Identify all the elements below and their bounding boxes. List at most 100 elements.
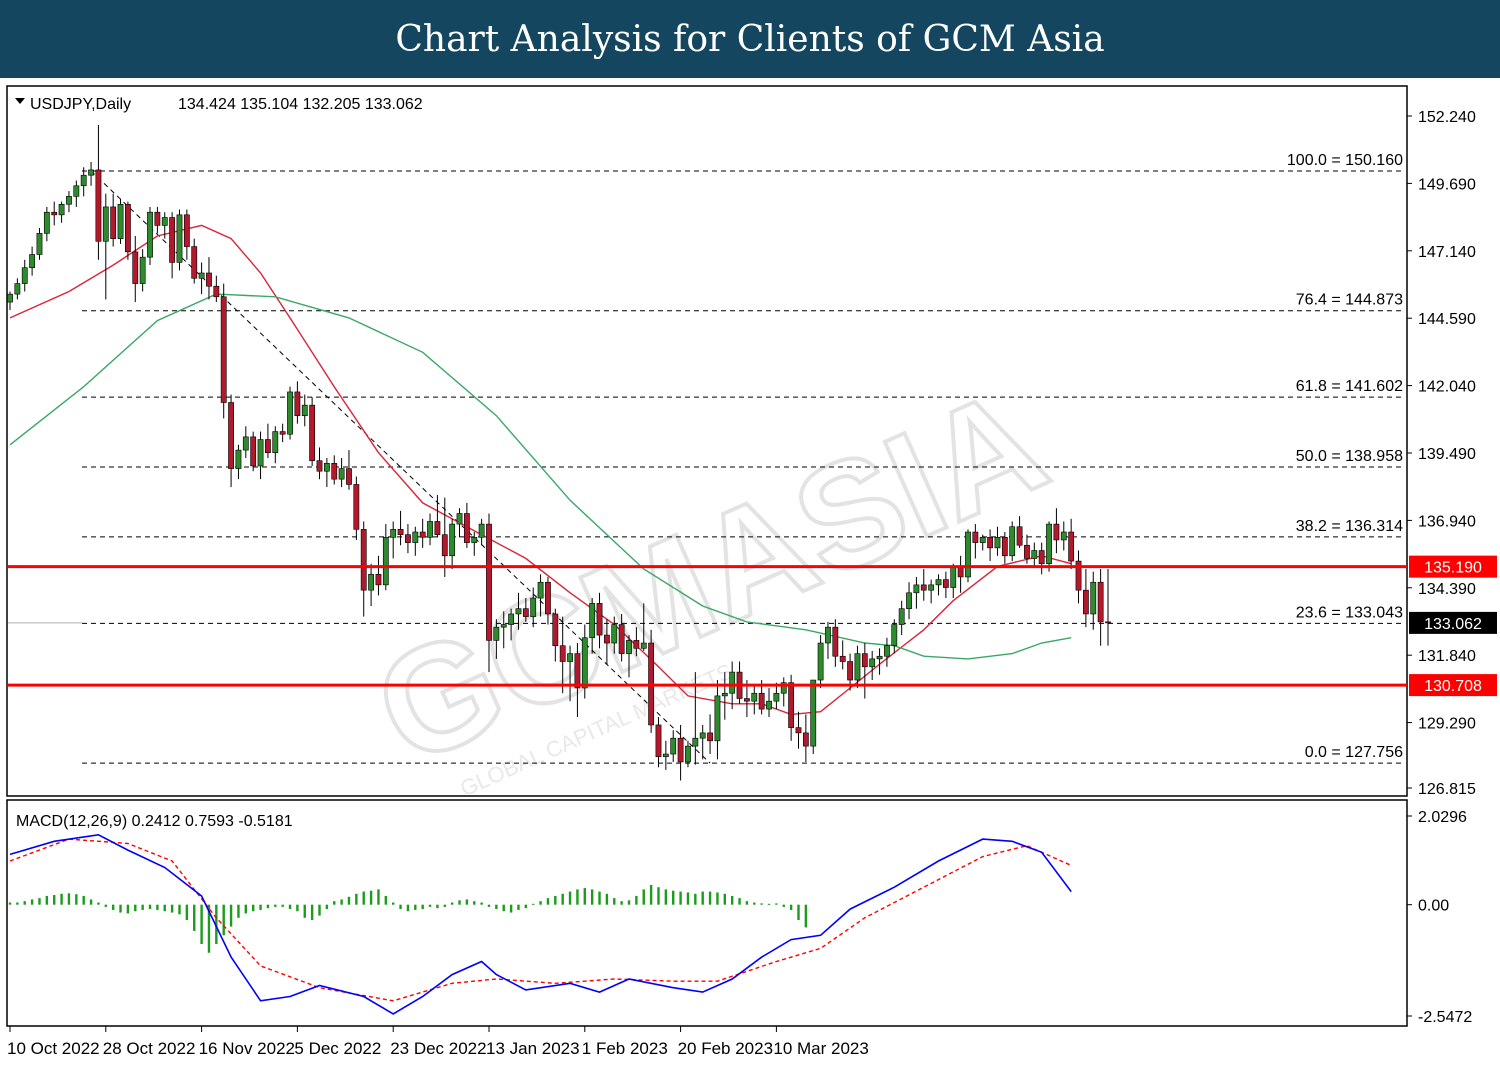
chart-area: GCMASIA GLOBAL CAPITAL MARKETS 100.0 = 1… (6, 85, 1497, 1058)
candle-body (552, 613, 559, 646)
macd-histogram-bar (635, 895, 638, 905)
macd-histogram-bar (119, 904, 122, 913)
candle-body (1016, 526, 1023, 546)
macd-histogram-bar (251, 904, 255, 912)
candle-body (80, 174, 87, 187)
candle-body (987, 537, 993, 549)
y-tick-label: 152.240 (1418, 109, 1476, 126)
candle-body (626, 640, 632, 654)
candle-body (1046, 523, 1052, 565)
gcm-watermark: GCMASIA GLOBAL CAPITAL MARKETS (350, 353, 1069, 801)
level-label: 130.708 (1424, 678, 1482, 695)
x-tick-label: 16 Nov 2022 (199, 1039, 295, 1058)
macd-histogram-bar (148, 904, 152, 910)
macd-histogram-bar (716, 892, 719, 905)
candle-body (368, 574, 374, 591)
page-title: Chart Analysis for Clients of GCM Asia (395, 19, 1105, 60)
candle-body (950, 566, 957, 588)
price-axis: 152.240 149.690 147.140 144.590 142.040 139.4… (1407, 109, 1476, 798)
candlesticks (7, 124, 1111, 781)
macd-histogram-bar (583, 888, 586, 905)
macd-indicator: 2.0296 0.00 -2.5472 (8, 809, 1472, 1026)
candle-body (316, 460, 323, 472)
candle-body (154, 211, 161, 226)
fib-label: 50.0 = 138.958 (1296, 448, 1403, 465)
candle-body (847, 661, 853, 681)
candle-body (655, 724, 662, 757)
macd-histogram-bar (82, 895, 85, 905)
fib-label: 76.4 = 144.873 (1296, 292, 1403, 309)
candle-body (1060, 531, 1067, 541)
macd-histogram-bar (377, 889, 380, 905)
candle-body (331, 462, 338, 480)
x-tick-label: 23 Dec 2022 (390, 1039, 486, 1058)
candle-body (965, 531, 971, 578)
candle-body (729, 671, 736, 694)
candle-body (898, 608, 905, 625)
level-label-bg (1409, 555, 1497, 578)
candle-body (29, 254, 36, 269)
candle-body (780, 682, 787, 694)
candle-body (434, 521, 441, 535)
macd-histogram-bar (414, 904, 417, 910)
macd-histogram-bar (274, 904, 277, 907)
macd-histogram-bar (318, 904, 321, 916)
macd-histogram-bar (281, 904, 284, 907)
candle-body (235, 449, 242, 469)
title-banner (0, 0, 1500, 78)
macd-y-tick-label: 2.0296 (1418, 809, 1467, 826)
candle-body (338, 468, 345, 480)
macd-histogram-bar (509, 904, 513, 913)
candle-body (920, 584, 927, 591)
candle-body (198, 272, 205, 279)
candle-body (21, 267, 28, 284)
macd-histogram-bar (694, 893, 697, 905)
candle-body (839, 655, 846, 662)
candle-body (301, 404, 308, 417)
macd-histogram-bar (134, 904, 137, 912)
y-tick-label: 149.690 (1418, 176, 1476, 193)
candle-body (139, 256, 146, 284)
candle-body (677, 737, 684, 763)
macd-histogram-bar (428, 904, 432, 907)
macd-histogram-bar (753, 902, 756, 905)
macd-histogram-bar (23, 901, 26, 905)
level-label-bg (1409, 674, 1497, 697)
symbol-label: USDJPY,Daily (30, 96, 131, 113)
macd-histogram-bar (701, 891, 704, 905)
macd-histogram-bar (126, 904, 130, 914)
macd-histogram-bar (288, 904, 292, 910)
macd-histogram-bar (333, 901, 336, 905)
moving-average-line (9, 293, 1072, 660)
macd-histogram-bar (237, 904, 240, 918)
candle-body (810, 679, 817, 747)
macd-histogram-bar (399, 904, 402, 910)
y-tick-label: 129.290 (1418, 716, 1476, 733)
candle-body (390, 529, 397, 538)
candle-body (463, 513, 470, 543)
macd-y-tick-label: 0.00 (1418, 898, 1449, 915)
fib-label: 23.6 = 133.043 (1296, 604, 1403, 621)
candle-body (1009, 526, 1016, 557)
macd-label: MACD(12,26,9) 0.2412 0.7593 -0.5181 (16, 813, 293, 830)
candle-body (825, 626, 831, 644)
macd-histogram-bar (436, 904, 439, 909)
candle-body (515, 608, 522, 615)
candle-body (110, 206, 117, 239)
macd-histogram-bar (244, 904, 248, 914)
candle-body (766, 700, 772, 710)
macd-histogram-bar (664, 889, 668, 905)
candle-body (1068, 531, 1075, 562)
macd-histogram-bar (193, 904, 196, 931)
macd-histogram-bar (782, 904, 785, 907)
macd-histogram-bar (804, 904, 808, 928)
candle-body (176, 214, 183, 263)
candle-body (522, 608, 529, 617)
candle-body (744, 698, 750, 702)
candle-body (581, 637, 588, 689)
candle-body (567, 653, 573, 662)
candle-body (323, 462, 330, 472)
dropdown-triangle-icon[interactable] (15, 98, 25, 104)
candle-body (721, 692, 728, 697)
candle-body (228, 402, 234, 469)
